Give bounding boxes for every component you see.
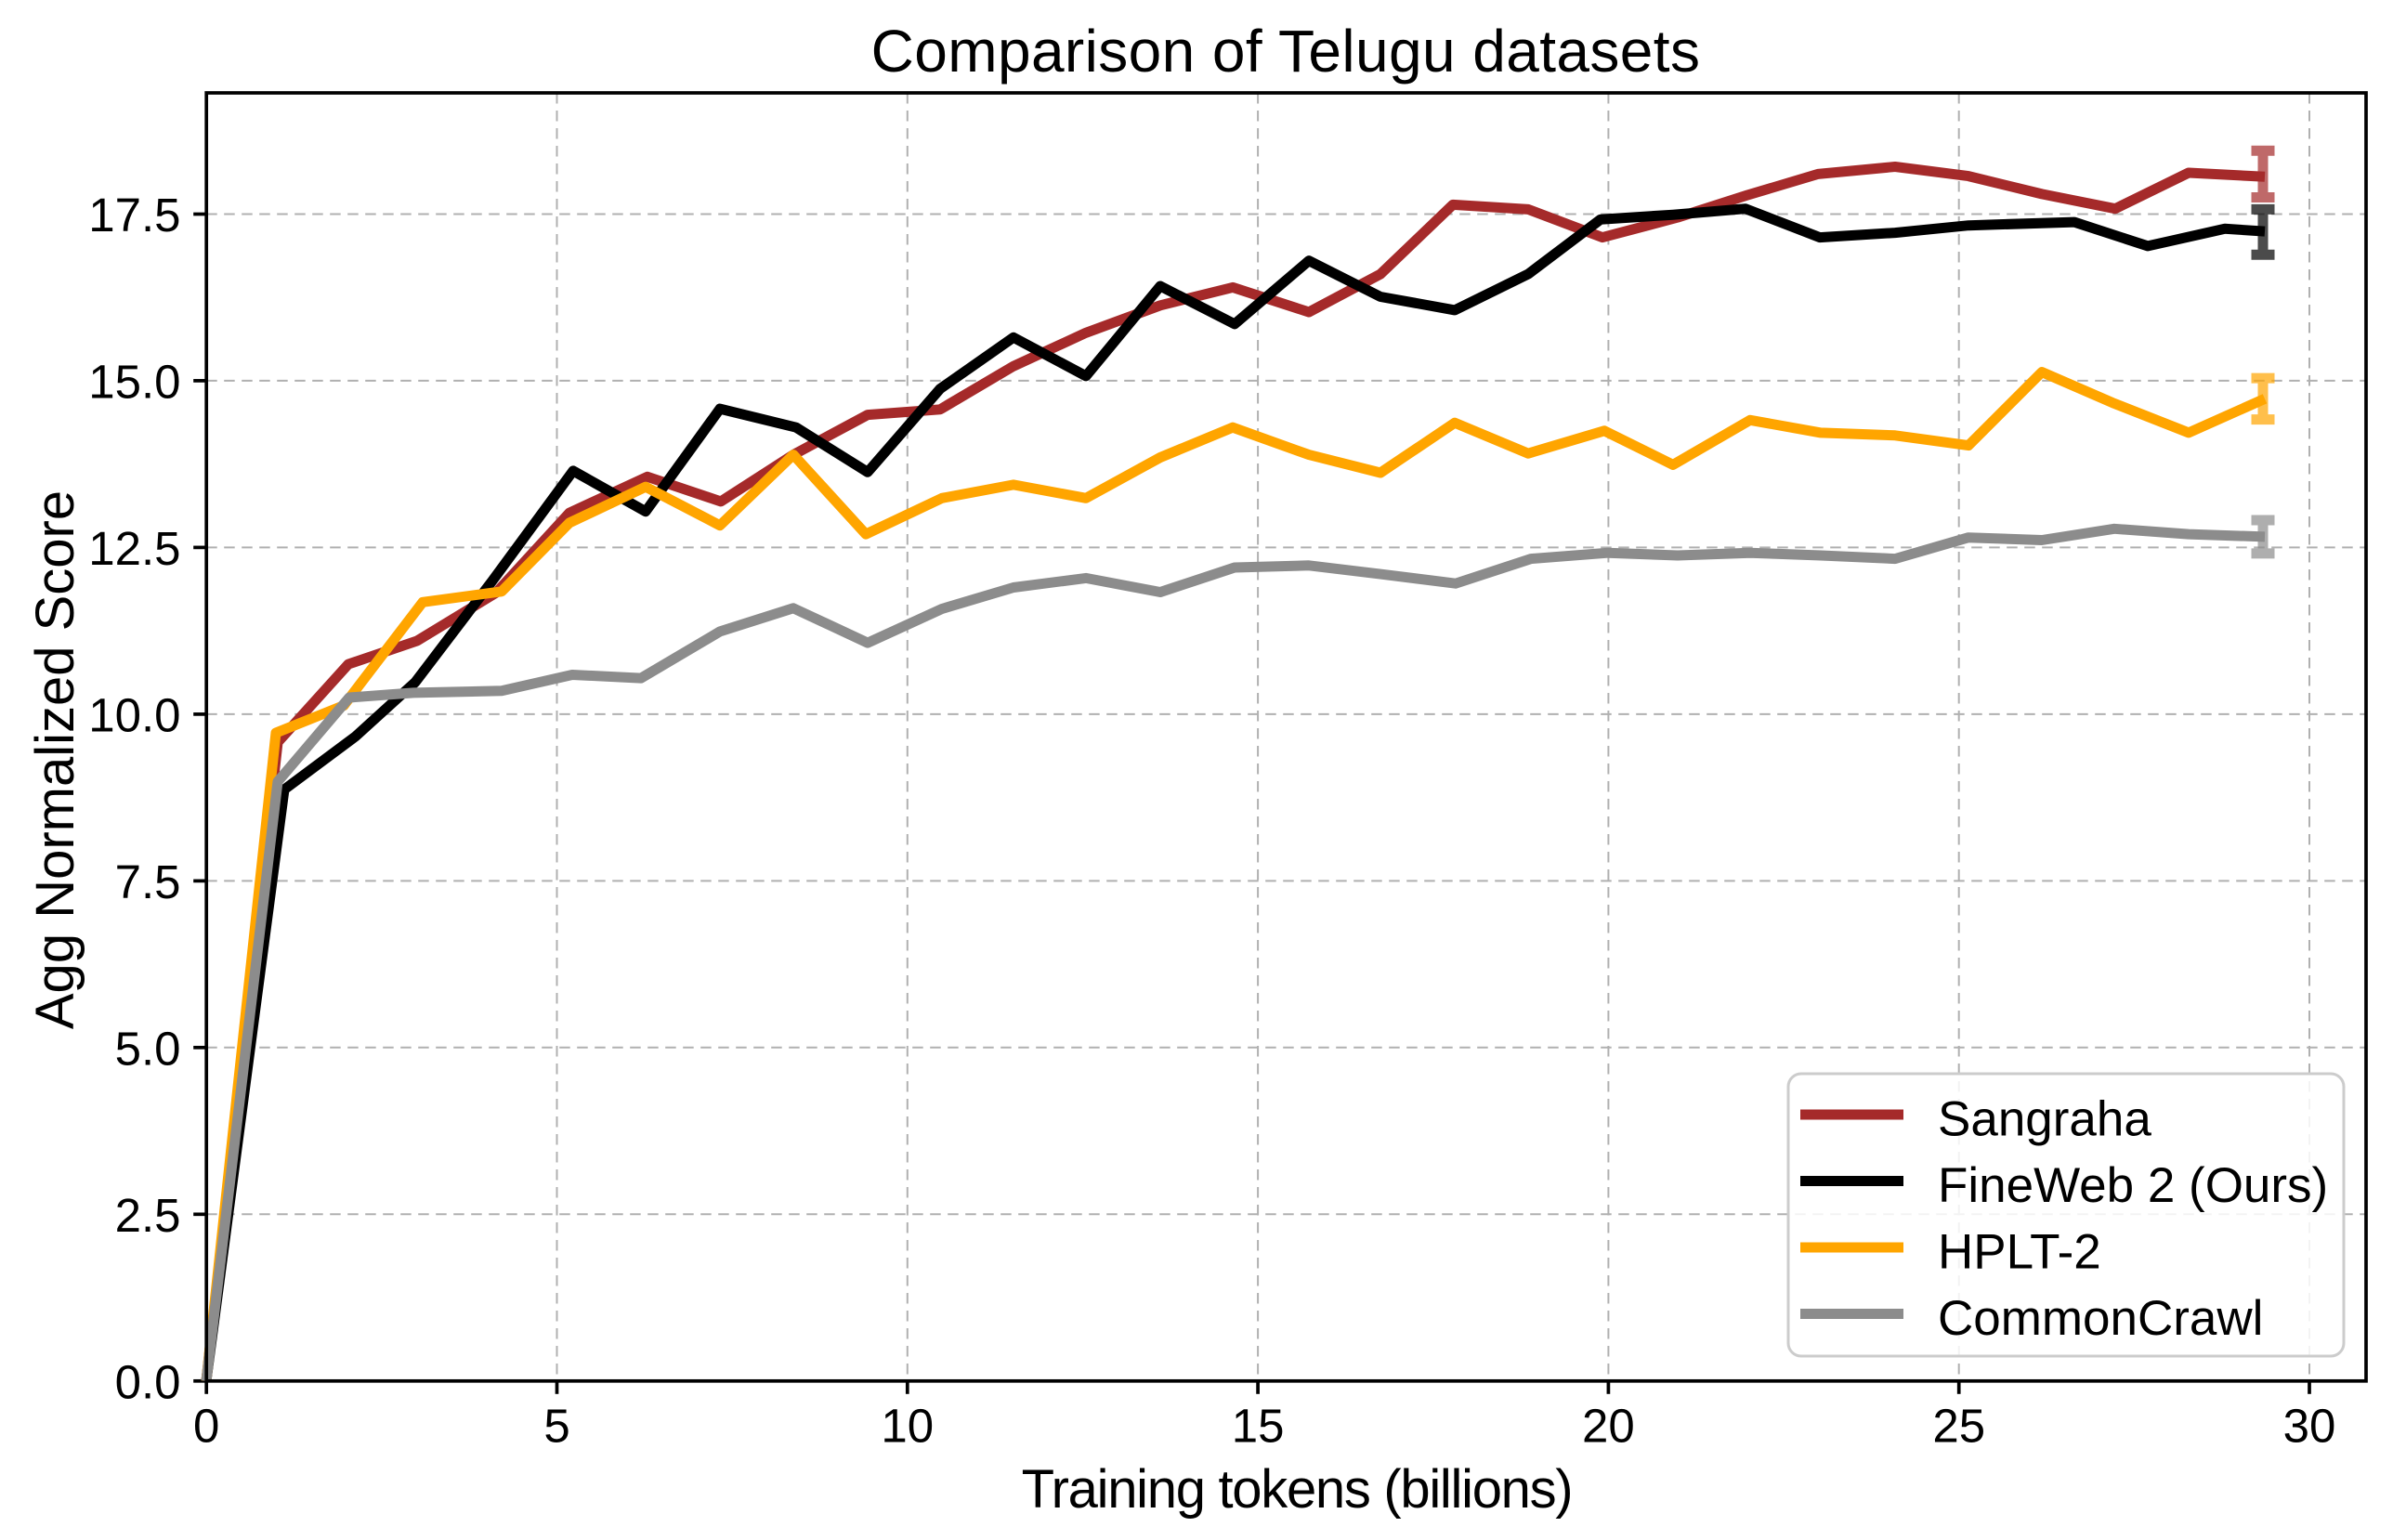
svg-text:30: 30	[2283, 1400, 2336, 1453]
svg-text:5: 5	[543, 1400, 569, 1453]
svg-text:Training tokens (billions): Training tokens (billions)	[1022, 1459, 1573, 1520]
svg-text:25: 25	[1932, 1400, 1985, 1453]
svg-text:17.5: 17.5	[88, 189, 180, 241]
svg-text:Sangraha: Sangraha	[1938, 1092, 2151, 1147]
svg-text:12.5: 12.5	[88, 522, 180, 575]
svg-text:Comparison of Telugu datasets: Comparison of Telugu datasets	[871, 18, 1701, 85]
svg-text:20: 20	[1582, 1400, 1635, 1453]
svg-text:15.0: 15.0	[88, 356, 180, 409]
svg-text:7.5: 7.5	[115, 855, 181, 908]
svg-text:HPLT-2: HPLT-2	[1938, 1225, 2101, 1280]
svg-text:0.0: 0.0	[115, 1355, 181, 1408]
svg-text:10.0: 10.0	[88, 689, 180, 742]
svg-text:2.5: 2.5	[115, 1189, 181, 1242]
svg-text:FineWeb 2 (Ours): FineWeb 2 (Ours)	[1938, 1158, 2328, 1213]
svg-text:0: 0	[193, 1400, 219, 1453]
svg-text:15: 15	[1232, 1400, 1285, 1453]
svg-text:10: 10	[881, 1400, 934, 1453]
svg-text:CommonCrawl: CommonCrawl	[1938, 1291, 2263, 1346]
svg-text:5.0: 5.0	[115, 1022, 181, 1075]
svg-text:Agg Normalized Score: Agg Normalized Score	[25, 490, 85, 1029]
